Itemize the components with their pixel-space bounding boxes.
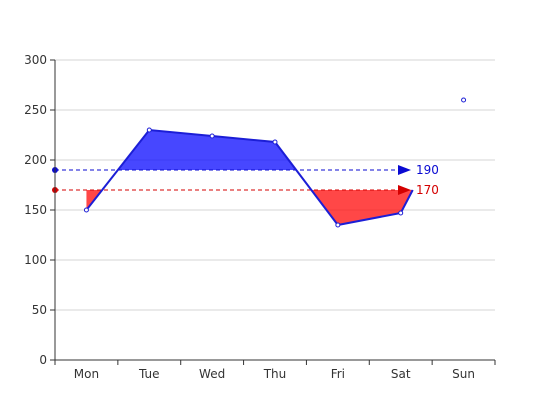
y-tick-label: 250 xyxy=(24,103,47,117)
data-point xyxy=(335,222,341,228)
threshold-areas xyxy=(86,130,413,225)
data-point xyxy=(209,133,215,139)
x-tick-label: Mon xyxy=(74,367,99,381)
data-point xyxy=(146,127,152,133)
y-tick-label: 100 xyxy=(24,253,47,267)
x-tick-label: Sun xyxy=(452,367,475,381)
x-tick-label: Tue xyxy=(138,367,160,381)
axes: 0 50 100 150 200 250 300 Mon Tue Wed Thu Fri Sat Sun xyxy=(24,53,496,381)
x-tick-label: Wed xyxy=(199,367,225,381)
mark-line-label: 190 xyxy=(416,163,439,177)
data-point xyxy=(272,139,278,145)
x-tick-label: Fri xyxy=(331,367,345,381)
data-point xyxy=(398,210,404,216)
y-tick-label: 0 xyxy=(39,353,47,367)
data-point xyxy=(461,97,467,103)
mark-line-arrow xyxy=(398,185,411,195)
y-tick-label: 200 xyxy=(24,153,47,167)
data-point xyxy=(83,207,89,213)
y-tick-label: 50 xyxy=(32,303,47,317)
y-tick-label: 300 xyxy=(24,53,47,67)
mark-line-label: 170 xyxy=(416,183,439,197)
x-tick-label: Thu xyxy=(263,367,287,381)
area-below-170-fri xyxy=(311,190,413,225)
series xyxy=(83,97,467,228)
y-tick-label: 150 xyxy=(24,203,47,217)
mark-line-arrow xyxy=(398,165,411,175)
x-tick-label: Sat xyxy=(391,367,411,381)
